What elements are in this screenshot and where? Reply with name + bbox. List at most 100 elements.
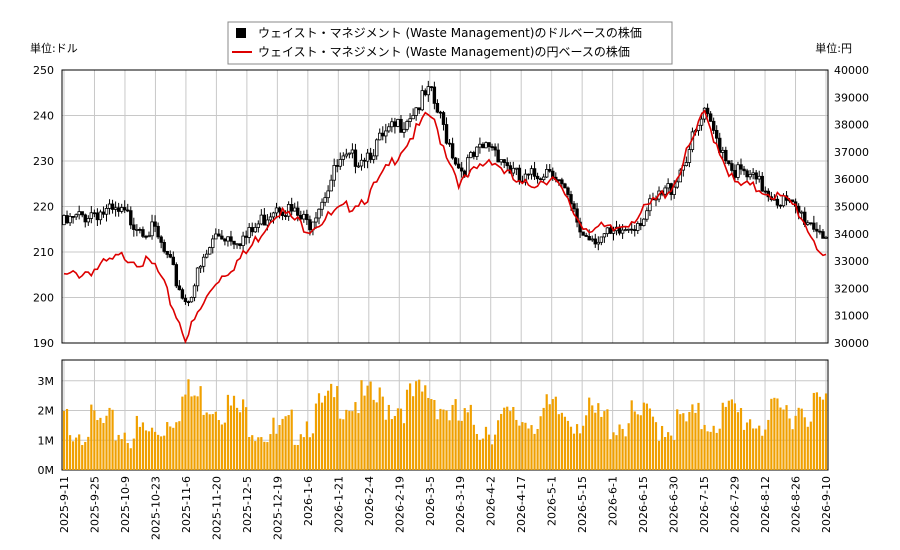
usd-candle-body [126,209,130,212]
volume-bar [102,422,105,470]
usd-candle-body [232,240,236,245]
volume-bar [530,425,533,470]
plot-frames [61,69,829,471]
date-tick-label: 2026-6-15 [637,476,650,533]
left-tick-label: 210 [33,246,54,259]
usd-candle-body [742,168,746,172]
usd-candle-body [639,223,643,226]
volume-bar [87,436,90,470]
volume-bar [633,411,636,470]
volume-bar [366,385,369,470]
volume-bar [503,407,506,470]
usd-candle-body [708,113,713,122]
usd-candle-body [153,221,157,227]
volume-bar [694,412,697,470]
usd-candle-body [514,167,519,170]
usd-candle-body [508,165,512,174]
volume-bar [448,420,451,470]
volume-bar [226,394,230,470]
usd-candle-body [259,214,264,225]
usd-candle-body [180,289,185,299]
usd-candle-body [790,199,795,203]
usd-candle-body [608,227,613,234]
usd-candle-body [581,231,585,236]
volume-bar [773,397,776,470]
usd-candle-body [204,253,209,258]
usd-candle-body [478,143,482,148]
volume-bar [193,395,196,470]
date-tick-label: 2026-6-1 [607,476,620,526]
usd-candle-body [496,149,500,163]
usd-candle-body [499,159,503,163]
usd-candle-body [687,149,692,163]
volume-bar [424,385,427,470]
volume-bar [78,434,81,470]
usd-candle-body [487,142,491,147]
volume-bar [660,425,664,470]
volume-bar [187,379,190,470]
usd-candle-body [450,143,455,159]
usd-candle-body [587,236,591,241]
usd-candle-body [165,250,169,255]
volume-bar [566,420,570,470]
volume-bar [299,434,302,470]
usd-candle-body [705,107,710,115]
usd-candle-body [590,238,594,241]
volume-bar [178,421,181,470]
volume-bar [317,393,321,470]
volume-bar [202,414,205,470]
usd-candle-body [283,215,288,217]
volume-bar [108,407,111,470]
legend-usd-label: ウェイスト・マネジメント (Waste Management)のドルベースの株価 [258,25,642,40]
volume-bar [384,419,387,470]
usd-candle-body [417,107,421,111]
volume-bar [521,422,524,470]
volume-bar [330,383,333,470]
usd-candle-body [526,173,531,176]
volume-bar [93,410,96,470]
volume-bar [251,435,254,470]
volume-bar [160,436,163,470]
usd-candle-body [110,203,115,210]
usd-candle-body [751,172,755,175]
volume-bar [381,396,384,470]
left-tick-label: 220 [33,201,54,214]
volume-tick-label: 0M [38,464,55,477]
usd-candle-body [824,236,828,239]
volume-bar [235,407,239,470]
volume-bar [724,406,727,470]
usd-candle-body [162,241,166,252]
usd-candle-body [83,214,87,223]
usd-candle-body [138,229,142,231]
usd-candle-body [560,179,564,185]
volume-bar [560,412,563,470]
usd-candle-body [529,168,534,175]
usd-candle-body [623,229,628,231]
usd-candle-body [511,167,516,174]
volume-bar [466,412,469,470]
volume-bar [184,394,187,470]
volume-bar [767,419,770,470]
volume-bar [600,416,603,470]
usd-candle-body [101,211,106,215]
usd-candle-body [271,212,276,218]
date-tick-label: 2025-12-19 [271,476,284,540]
volume-bar [676,409,679,470]
usd-candle-body [414,107,418,116]
volume-bar [345,409,348,470]
volume-bar [670,435,673,470]
volume-bar [336,386,339,470]
usd-candle-body [286,204,291,217]
volume-bar [821,399,825,470]
volume-bar [712,425,715,470]
usd-candle-body [481,143,485,149]
usd-candle-body [256,223,260,228]
volume-bar [706,431,709,470]
usd-candle-body [113,207,118,210]
usd-candle-body [715,130,719,139]
volume-bar [487,434,491,470]
usd-candle-body [684,162,689,167]
volume-bar [72,441,75,470]
volume-bar [275,433,278,470]
volume-bar [745,422,749,470]
